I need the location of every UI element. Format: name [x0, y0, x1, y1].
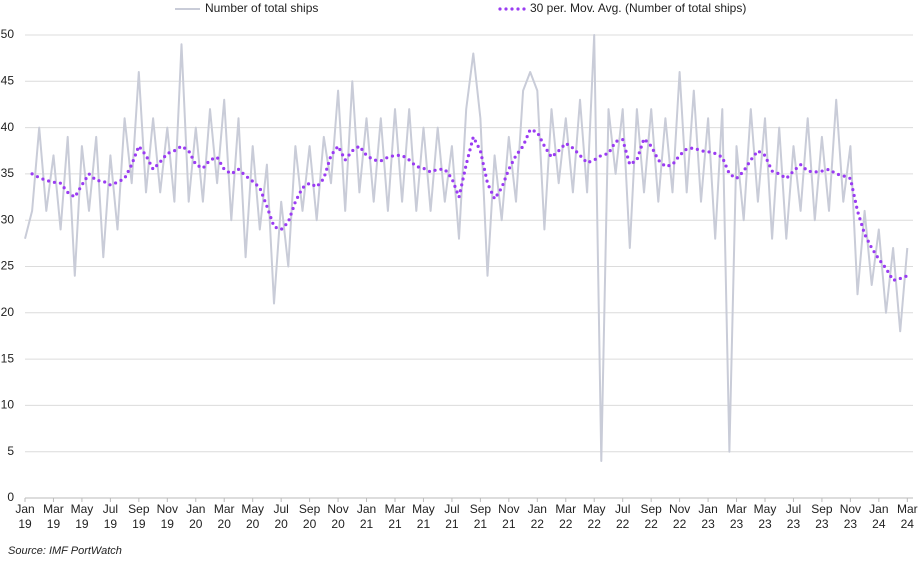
series-line	[24, 34, 909, 462]
x-tick-label: Jul 22	[615, 502, 630, 531]
x-tick-label: Jan 22	[528, 502, 547, 531]
series-line	[30, 127, 909, 283]
x-tick-label: Jul 21	[444, 502, 459, 531]
x-tick-label: Nov 19	[157, 502, 178, 531]
x-tick-label: Jul 19	[103, 502, 118, 531]
x-tick-label: Jan 23	[698, 502, 717, 531]
x-tick-label: Sep 20	[299, 502, 321, 531]
x-tick-label: Mar 22	[555, 502, 576, 531]
y-tick-label: 45	[1, 73, 15, 87]
x-tick-label: Mar 23	[726, 502, 747, 531]
x-tick-label: Mar 20	[214, 502, 235, 531]
x-tick-label: Sep 19	[128, 502, 150, 531]
y-tick-label: 25	[1, 259, 15, 273]
x-tick-label: May 22	[583, 502, 606, 531]
source-note: Source: IMF PortWatch	[8, 545, 122, 557]
y-tick-label: 40	[1, 120, 15, 134]
y-tick-label: 10	[1, 398, 15, 412]
y-tick-label: 50	[1, 27, 15, 41]
x-tick-label: Jan 20	[186, 502, 205, 531]
x-tick-label: May 21	[412, 502, 435, 531]
x-tick-label: Sep 21	[470, 502, 492, 531]
x-tick-label: Jan 24	[869, 502, 888, 531]
x-tick-label: May 20	[241, 502, 264, 531]
legend-label: 30 per. Mov. Avg. (Number of total ships…	[530, 1, 746, 15]
legend-label: Number of total ships	[205, 1, 318, 15]
x-tick-label: Jul 20	[273, 502, 288, 531]
x-tick-label: Nov 22	[669, 502, 690, 531]
x-tick-label: Sep 23	[811, 502, 833, 531]
x-tick-label: Nov 23	[840, 502, 861, 531]
y-tick-label: 35	[1, 166, 15, 180]
x-tick-label: May 23	[754, 502, 777, 531]
y-tick-label: 20	[1, 305, 15, 319]
x-tick-label: Nov 21	[498, 502, 519, 531]
x-tick-label: Jan 19	[15, 502, 34, 531]
y-tick-label: 15	[1, 351, 15, 365]
y-tick-label: 30	[1, 212, 15, 226]
x-tick-label: Mar 24	[897, 502, 918, 531]
x-tick-label: May 19	[71, 502, 94, 531]
x-tick-label: Mar 21	[385, 502, 406, 531]
y-tick-label: 0	[7, 490, 14, 504]
x-tick-label: Nov 20	[327, 502, 348, 531]
x-tick-label: Jul 23	[786, 502, 801, 531]
x-tick-label: Sep 22	[640, 502, 662, 531]
x-tick-label: Jan 21	[357, 502, 376, 531]
x-tick-label: Mar 19	[43, 502, 64, 531]
y-tick-label: 5	[7, 444, 14, 458]
